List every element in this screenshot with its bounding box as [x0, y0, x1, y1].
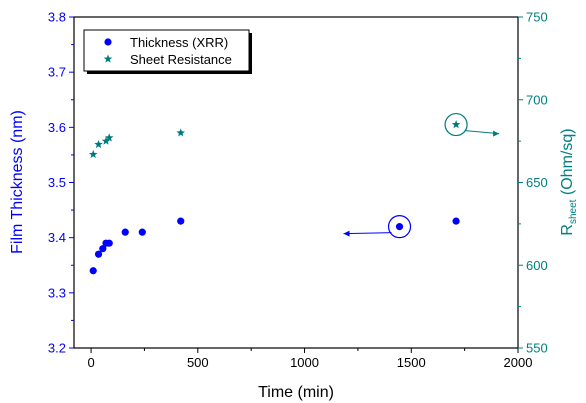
legend-circle-marker [104, 38, 112, 46]
annotation-circle [444, 112, 468, 137]
left-y-tick-label: 3.7 [48, 65, 66, 80]
x-tick-label: 500 [187, 355, 209, 370]
right-y-tick-label: 550 [526, 341, 548, 356]
data-marks [88, 120, 461, 275]
x-tick-label: 0 [87, 355, 94, 370]
thickness-point [89, 267, 97, 275]
right-y-axis-title-main: R [559, 224, 576, 236]
right-y-axis: 550 600 650 700 750 [518, 10, 548, 356]
x-axis-title: Time (min) [258, 384, 334, 401]
sheet-resistance-point [88, 149, 98, 159]
thickness-point [177, 217, 185, 225]
right-y-tick-label: 650 [526, 175, 548, 190]
thickness-point [395, 223, 404, 231]
annotations [343, 112, 500, 239]
right-y-tick-label: 750 [526, 10, 548, 25]
legend-label-sheet-resistance: Sheet Resistance [130, 52, 232, 67]
annotation-arrowhead [493, 130, 500, 137]
left-y-axis: 3.2 3.3 3.4 3.5 3.6 3.7 3.8 [48, 10, 74, 356]
sheet-resistance-point [104, 133, 114, 142]
sheet-resistance-point [94, 139, 103, 149]
annotation-circle [387, 215, 412, 239]
left-y-tick-label: 3.3 [48, 285, 66, 300]
thickness-point [99, 245, 107, 253]
annotation-arrow-line [343, 232, 392, 235]
thickness-point [138, 228, 146, 236]
sheet-resistance-point [451, 120, 461, 129]
thickness-point [452, 217, 460, 225]
right-y-axis-title-unit: (Ohm/sq) [559, 128, 576, 199]
x-tick-label: 1500 [397, 355, 426, 370]
sheet-resistance-point [101, 136, 111, 145]
x-axis: 0 500 1000 1500 2000 [87, 348, 532, 370]
left-y-tick-label: 3.5 [48, 175, 66, 190]
thickness-point [121, 228, 129, 236]
left-y-tick-label: 3.4 [48, 230, 66, 245]
right-y-axis-title: Rsheet (Ohm/sq) [559, 128, 579, 235]
thickness-point [94, 250, 103, 258]
legend-star-marker [103, 54, 113, 63]
thickness-point [105, 239, 113, 247]
left-y-tick-label: 3.6 [48, 120, 66, 135]
right-y-axis-title-sub: sheet [568, 199, 579, 224]
legend: Thickness (XRR) Sheet Resistance [83, 29, 252, 74]
x-tick-label: 2000 [504, 355, 533, 370]
left-y-tick-label: 3.8 [48, 10, 66, 25]
right-y-tick-label: 600 [526, 258, 548, 273]
left-y-axis-title: Film Thickness (nm) [9, 110, 26, 254]
left-y-tick-label: 3.2 [48, 341, 66, 356]
legend-box [83, 29, 250, 72]
x-tick-label: 1000 [290, 355, 319, 370]
right-y-tick-label: 700 [526, 92, 548, 107]
annotation-arrowhead [343, 230, 350, 237]
sheet-resistance-point [176, 128, 186, 137]
legend-label-thickness: Thickness (XRR) [130, 35, 228, 50]
